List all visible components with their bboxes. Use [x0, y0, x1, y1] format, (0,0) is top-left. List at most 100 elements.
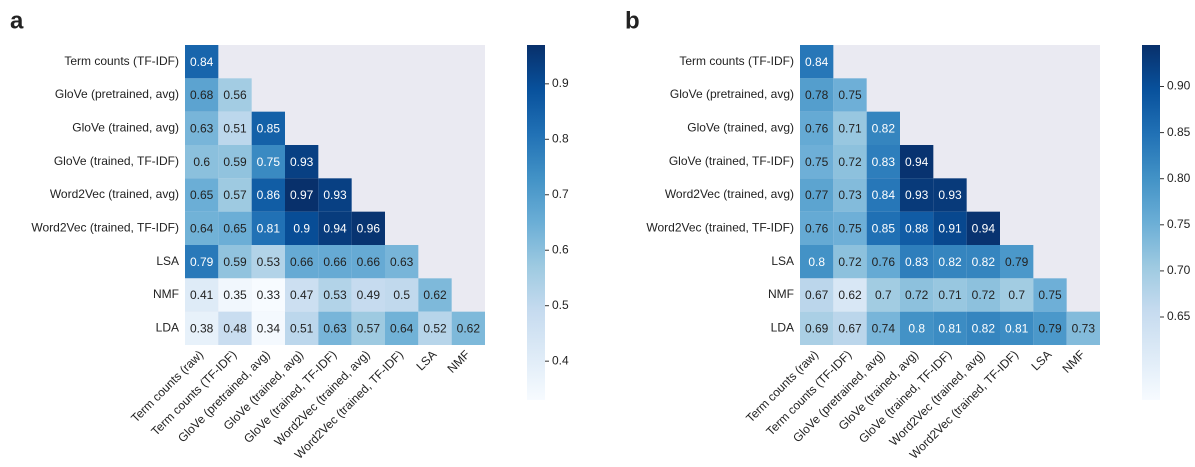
- heatmap-cell: [966, 311, 1000, 345]
- cell-label: 0.75: [838, 222, 862, 236]
- cell-label: 0.73: [838, 188, 862, 202]
- heatmap-cell: [285, 278, 319, 312]
- cell-label: 0.51: [223, 122, 247, 136]
- cell-label: 0.86: [257, 188, 281, 202]
- colorbar-tick-label: 0.4: [552, 353, 569, 367]
- heatmap-cell: [933, 311, 967, 345]
- heatmap-cell: [218, 211, 252, 245]
- heatmap-cell: [900, 178, 934, 212]
- heatmap-cell: [418, 311, 452, 345]
- cell-label: 0.72: [972, 288, 996, 302]
- cell-label: 0.7: [875, 288, 892, 302]
- cell-label: 0.93: [323, 188, 347, 202]
- heatmap-cell: [351, 211, 385, 245]
- cell-label: 0.63: [323, 322, 347, 336]
- colorbar-tick-label: 0.8: [552, 131, 569, 145]
- colorbar-tick-label: 0.5: [552, 298, 569, 312]
- x-tick-label: LSA: [413, 347, 439, 373]
- y-tick-label: Word2Vec (trained, TF-IDF): [646, 221, 794, 235]
- heatmap-cell: [251, 211, 285, 245]
- heatmap-cell: [285, 145, 319, 179]
- heatmap-cell: [185, 45, 219, 79]
- heatmap-cell: [418, 278, 452, 312]
- x-tick-label: NMF: [1059, 347, 1087, 375]
- heatmap-cell: [1000, 278, 1034, 312]
- heatmap-cell: [251, 111, 285, 145]
- cell-label: 0.35: [223, 288, 247, 302]
- cell-label: 0.81: [257, 222, 281, 236]
- cell-label: 0.57: [223, 188, 247, 202]
- heatmap-cell: [185, 311, 219, 345]
- cell-label: 0.33: [257, 288, 281, 302]
- heatmap-cell: [218, 178, 252, 212]
- heatmap-cell: [185, 278, 219, 312]
- cell-label: 0.72: [838, 255, 862, 269]
- cell-label: 0.47: [290, 288, 314, 302]
- colorbar-tick-label: 0.75: [1167, 217, 1191, 231]
- cell-label: 0.93: [905, 188, 929, 202]
- cell-label: 0.83: [905, 255, 929, 269]
- cell-label: 0.64: [390, 322, 414, 336]
- cell-label: 0.82: [972, 255, 996, 269]
- cell-label: 0.93: [938, 188, 962, 202]
- colorbar-tick-label: 0.7: [552, 187, 569, 201]
- heatmap-cell: [866, 278, 900, 312]
- cell-label: 0.38: [190, 322, 214, 336]
- cell-label: 0.62: [838, 288, 862, 302]
- y-tick-label: NMF: [768, 287, 794, 301]
- cell-label: 0.75: [805, 155, 829, 169]
- cell-label: 0.48: [223, 322, 247, 336]
- heatmap-cell: [900, 311, 934, 345]
- cell-label: 0.62: [423, 288, 447, 302]
- panel-label: a: [10, 7, 24, 34]
- heatmap-cell: [218, 145, 252, 179]
- heatmap-cell: [451, 311, 485, 345]
- heatmap-cell: [800, 145, 834, 179]
- y-tick-label: GloVe (trained, TF-IDF): [54, 154, 179, 168]
- heatmap-cell: [800, 78, 834, 112]
- heatmap-cell: [866, 111, 900, 145]
- cell-label: 0.77: [805, 188, 829, 202]
- cell-label: 0.68: [190, 88, 214, 102]
- cell-label: 0.85: [872, 222, 896, 236]
- y-tick-label: LDA: [771, 321, 794, 335]
- cell-label: 0.97: [290, 188, 314, 202]
- x-tick-label: NMF: [444, 347, 472, 375]
- heatmap-cell: [800, 178, 834, 212]
- heatmap-cell: [1000, 245, 1034, 279]
- cell-label: 0.53: [323, 288, 347, 302]
- cell-label: 0.93: [290, 155, 314, 169]
- heatmap-cell: [351, 278, 385, 312]
- cell-label: 0.7: [1008, 288, 1025, 302]
- heatmap-cell: [185, 211, 219, 245]
- heatmap-cell: [1033, 278, 1067, 312]
- cell-label: 0.96: [357, 222, 381, 236]
- heatmap-cell: [185, 111, 219, 145]
- heatmap-cell: [800, 278, 834, 312]
- cell-label: 0.88: [905, 222, 929, 236]
- cell-label: 0.94: [323, 222, 347, 236]
- colorbar-tick-label: 0.90: [1167, 79, 1191, 93]
- y-tick-label: NMF: [153, 287, 179, 301]
- colorbar-tick-label: 0.9: [552, 76, 569, 90]
- cell-label: 0.69: [805, 322, 829, 336]
- heatmap-cell: [1066, 311, 1100, 345]
- cell-label: 0.66: [323, 255, 347, 269]
- cell-label: 0.76: [805, 122, 829, 136]
- heatmap-cell: [833, 245, 867, 279]
- cell-label: 0.65: [190, 188, 214, 202]
- cell-label: 0.94: [905, 155, 929, 169]
- colorbar: [527, 45, 545, 400]
- heatmap-cell: [800, 111, 834, 145]
- cell-label: 0.63: [190, 122, 214, 136]
- heatmap-cell: [866, 311, 900, 345]
- heatmap-cell: [385, 278, 419, 312]
- y-tick-label: Word2Vec (trained, TF-IDF): [31, 221, 179, 235]
- heatmap-cell: [218, 311, 252, 345]
- heatmap-cell: [833, 211, 867, 245]
- heatmap-cell: [933, 211, 967, 245]
- cell-label: 0.82: [938, 255, 962, 269]
- heatmap-cell: [866, 178, 900, 212]
- cell-label: 0.52: [423, 322, 447, 336]
